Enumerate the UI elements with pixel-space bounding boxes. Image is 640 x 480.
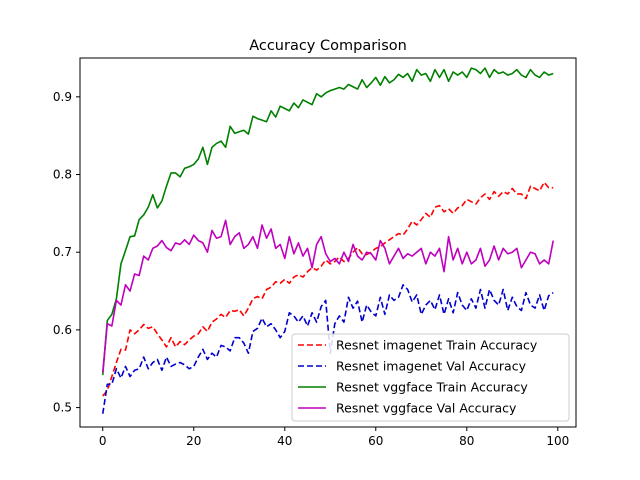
x-tick-label: 60: [368, 434, 383, 448]
series-line-1: [102, 181, 554, 397]
y-tick-label: 0.8: [53, 168, 72, 182]
y-tick-label: 0.6: [53, 323, 72, 337]
chart-title: Accuracy Comparison: [249, 38, 407, 54]
x-tick-label: 20: [186, 434, 201, 448]
legend-label: Resnet vggface Val Accuracy: [336, 401, 517, 416]
legend-box: [291, 333, 570, 422]
legend: Resnet imagenet Train Accuracy Resnet ima…: [291, 333, 570, 422]
x-tick-label: 80: [459, 434, 474, 448]
axes-frame: [79, 57, 577, 428]
series-line-3: [101, 67, 554, 376]
legend-label: Resnet imagenet Train Accuracy: [336, 338, 538, 353]
plot-lines: [101, 67, 555, 414]
series-line-2: [101, 284, 554, 414]
x-tick-label: 40: [277, 434, 292, 448]
axis-ticks: 0 20 40 60 80 100 0.5 0.6 0.7 0.8 0.9: [53, 90, 569, 448]
series-line-4: [101, 219, 555, 373]
y-tick-label: 0.5: [53, 401, 72, 415]
legend-label: Resnet imagenet Val Accuracy: [336, 359, 527, 374]
x-tick-label: 0: [99, 434, 107, 448]
x-tick-label: 100: [546, 434, 569, 448]
y-tick-label: 0.7: [53, 245, 72, 259]
y-tick-label: 0.9: [53, 90, 72, 104]
legend-label: Resnet vggface Train Accuracy: [336, 380, 528, 395]
